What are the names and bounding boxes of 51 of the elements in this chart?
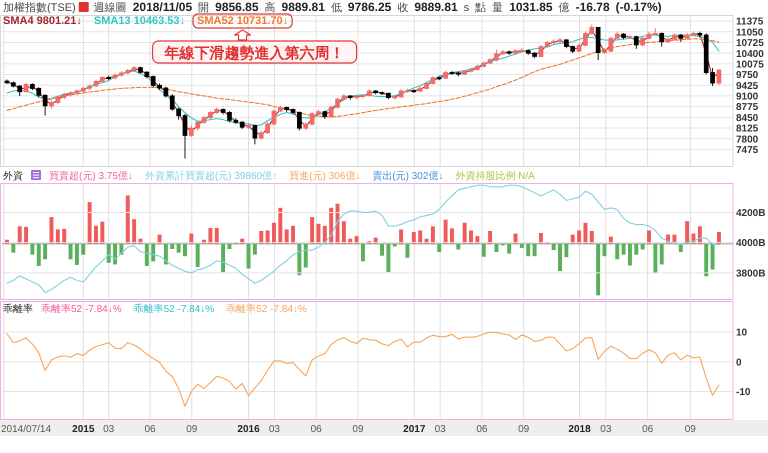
x-tick-label: 06 (642, 424, 654, 435)
x-tick-label: 2015 (72, 424, 95, 435)
x-tick-label: 03 (103, 424, 115, 435)
y-tick-label: 4200B (736, 208, 766, 220)
x-tick-label: 03 (600, 424, 612, 435)
chart-title: 外資 (3, 170, 23, 182)
legend-label: 買進(元) 306億↓ (289, 170, 360, 182)
annotation: 年線下滑趨勢進入第六周！ (164, 44, 345, 62)
y-tick-label: 11375 (736, 16, 764, 28)
text: 外資累計買賣超(元) 39860億↑ (144, 170, 278, 182)
chart-title: 乖離率 (3, 303, 33, 315)
y-tick-label: 9750 (736, 70, 759, 82)
legend-label: 賣出(元) 302億↓ (372, 170, 444, 182)
y-tick-label: 11050 (736, 27, 764, 38)
x-tick-label: 03 (268, 424, 280, 435)
y-tick-label: 9425 (736, 80, 759, 92)
text: SMA13 10463.53↓ (94, 15, 186, 27)
y-tick-label: 8450 (736, 112, 759, 124)
y-tick-label: 8775 (736, 102, 759, 114)
text: 乖離率52 -7.84↓% (226, 303, 307, 315)
text: SMA52 10731.70↓ (197, 15, 288, 27)
y-tick-label: 3800B (736, 268, 766, 280)
x-tick-label: 2016 (237, 424, 260, 435)
y-tick-label: 10 (736, 328, 748, 339)
x-tick-label: 06 (476, 424, 488, 435)
legend-label: 乖離率52 -7.84↓% (41, 303, 122, 315)
chart-title: 加權指數(TSE) 週線圖 2018/11/05 開 9856.85 高 9889.81 低 9786.25 收 9889.81 s 點 量 1031.85 億 -16.78 (-0.17%) (3, 0, 662, 14)
legend-label: 外資持股比例 N/A (455, 170, 536, 182)
series-label: 買賣超(元) 3.75億↓ (49, 170, 133, 182)
y-tick-label: 7475 (736, 145, 759, 156)
y-tick-label: -10 (736, 387, 751, 398)
x-tick-label: 09 (684, 424, 696, 435)
x-tick-label: 09 (186, 424, 198, 435)
y-tick-label: 9100 (736, 92, 759, 103)
text: SMA4 9801.21↓ (3, 15, 82, 27)
x-tick-label: 09 (518, 424, 530, 435)
x-tick-label: 03 (434, 424, 446, 435)
y-tick-label: 10075 (736, 59, 764, 70)
x-tick-label: 2018 (568, 424, 592, 435)
y-tick-label: 10725 (736, 38, 764, 50)
x-tick-label: 06 (310, 424, 322, 435)
y-tick-label: 0 (736, 357, 742, 368)
y-tick-label: 4000B (736, 238, 766, 250)
y-tick-label: 7800 (736, 134, 759, 146)
x-tick-label: 06 (144, 424, 156, 435)
x-tick-label: 2017 (403, 424, 426, 435)
x-tick-label: 09 (352, 424, 364, 435)
y-tick-label: 10400 (736, 48, 764, 60)
x-tick-label: 2014/07/14 (1, 424, 52, 435)
legend-label: 乖離率52 -7.84↓% (134, 303, 214, 315)
y-tick-label: 8125 (736, 124, 759, 135)
